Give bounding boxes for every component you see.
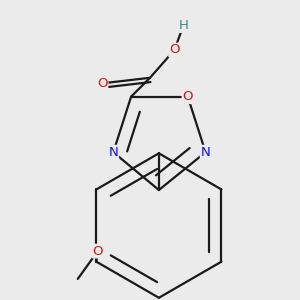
Text: O: O (92, 244, 103, 258)
Text: O: O (169, 44, 180, 56)
Text: N: N (201, 146, 210, 159)
Text: N: N (109, 146, 118, 159)
Text: O: O (182, 90, 193, 103)
Text: O: O (97, 77, 107, 90)
Text: H: H (178, 19, 188, 32)
